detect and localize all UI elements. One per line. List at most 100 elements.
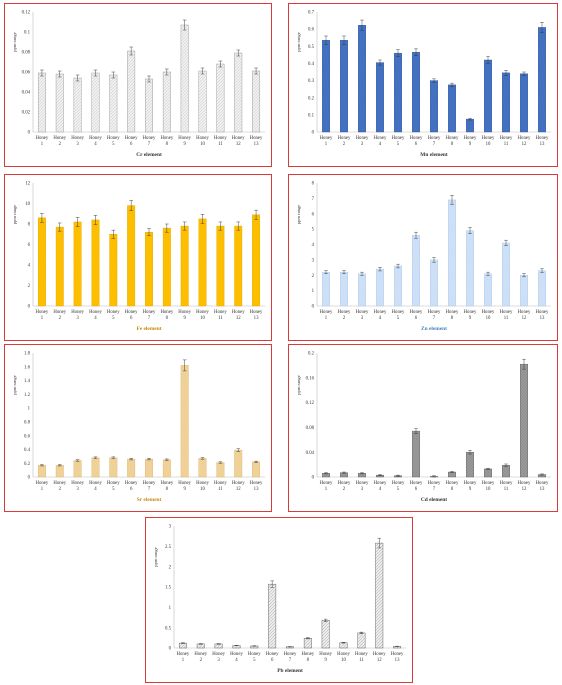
error-bar bbox=[360, 19, 364, 31]
bar bbox=[162, 459, 171, 478]
x-tick-label: Honey 4 bbox=[89, 136, 102, 147]
bar bbox=[127, 458, 136, 478]
y-tick-label: 0.4 bbox=[308, 62, 315, 67]
y-tick-label: 0.16 bbox=[306, 376, 315, 381]
bar bbox=[520, 73, 528, 133]
error-bar bbox=[236, 448, 241, 452]
x-tick-label: Honey 1 bbox=[36, 136, 49, 147]
bar bbox=[55, 73, 64, 133]
cr-chart: 0 0.02 0.04 0.06 0.08 0.1 0.12 ppm range Honey 1 H… bbox=[12, 11, 265, 158]
x-tick-label: Honey 3 bbox=[212, 652, 225, 663]
y-tick-label: 12 bbox=[25, 182, 30, 187]
y-tick-label: 0.2 bbox=[308, 96, 315, 101]
bar bbox=[321, 620, 330, 649]
y-tick-label: 0.06 bbox=[22, 71, 31, 76]
x-tick-label: Honey 8 bbox=[446, 136, 459, 147]
x-tick-label: Honey 7 bbox=[143, 136, 156, 147]
x-tick-label: Honey 13 bbox=[536, 310, 549, 321]
error-bar bbox=[254, 209, 258, 220]
bar bbox=[466, 451, 474, 478]
x-tick-label: Honey 3 bbox=[71, 310, 84, 321]
x-axis-label: Cr element bbox=[136, 152, 162, 158]
bar bbox=[37, 72, 46, 133]
y-tick-label: 6 bbox=[28, 243, 31, 248]
error-bar bbox=[486, 468, 490, 470]
bar bbox=[322, 40, 330, 133]
x-tick-label: Honey 4 bbox=[374, 136, 387, 147]
x-tick-label: Honey 6 bbox=[410, 136, 423, 147]
fe-chart: 0 2 4 6 8 10 12 ppm range Honey 1 Honey 2 Honey 3 Hone… bbox=[12, 182, 265, 332]
bar bbox=[198, 218, 207, 307]
error-bar bbox=[165, 458, 169, 461]
y-tick-label: 0.12 bbox=[22, 11, 31, 16]
x-axis-label: Zn element bbox=[421, 326, 447, 332]
bar bbox=[127, 205, 136, 307]
x-tick-label: Honey 6 bbox=[125, 481, 138, 492]
bar bbox=[412, 52, 420, 133]
x-tick-label: Honey 3 bbox=[356, 136, 369, 147]
bar bbox=[358, 25, 366, 133]
x-tick-label: Honey 3 bbox=[356, 310, 369, 321]
y-axis-label: ppm range bbox=[153, 547, 158, 567]
bar bbox=[252, 214, 261, 307]
y-tick-label: 0.5 bbox=[165, 626, 172, 631]
error-bar bbox=[540, 473, 544, 476]
error-bar bbox=[181, 642, 185, 644]
error-bar bbox=[432, 78, 436, 83]
error-bar bbox=[111, 229, 116, 239]
error-bar bbox=[396, 263, 400, 269]
bar bbox=[178, 642, 187, 649]
bar bbox=[180, 24, 189, 133]
bar bbox=[198, 458, 207, 478]
y-tick-label: 0.12 bbox=[306, 401, 315, 406]
bar bbox=[252, 461, 261, 478]
y-tick-label: 0.7 bbox=[308, 11, 315, 16]
error-bar bbox=[359, 631, 364, 634]
bar bbox=[339, 642, 348, 649]
y-axis-label: ppm range bbox=[296, 32, 301, 52]
error-bar bbox=[200, 457, 205, 460]
y-tick-label: 0.04 bbox=[22, 91, 31, 96]
bar bbox=[109, 74, 118, 133]
y-tick-label: 2.5 bbox=[165, 545, 172, 550]
error-bar bbox=[324, 35, 328, 45]
y-tick-label: 0.4 bbox=[24, 448, 31, 453]
bar bbox=[234, 449, 243, 478]
bar bbox=[502, 465, 510, 478]
bar bbox=[357, 632, 366, 649]
x-tick-label: Honey 8 bbox=[446, 310, 459, 321]
error-bar bbox=[57, 222, 62, 232]
error-bar bbox=[182, 359, 187, 372]
error-bar bbox=[396, 474, 400, 477]
error-bar bbox=[342, 471, 346, 474]
y-tick-label: 3 bbox=[312, 258, 315, 263]
error-bar bbox=[360, 472, 364, 475]
x-tick-label: Honey 9 bbox=[464, 310, 477, 321]
x-axis-label: Cd element bbox=[421, 497, 447, 503]
cd-chart: 0 0.04 0.08 0.12 0.16 0.2 ppm range Honey 1 Honey… bbox=[296, 352, 551, 503]
x-tick-label: Honey 3 bbox=[71, 481, 84, 492]
y-tick-label: 1.4 bbox=[24, 379, 31, 384]
error-bar bbox=[378, 267, 382, 272]
bar bbox=[340, 271, 348, 307]
x-tick-label: Honey 2 bbox=[338, 310, 351, 321]
bar bbox=[268, 583, 277, 649]
y-tick-label: 0 bbox=[312, 305, 315, 310]
error-bar bbox=[396, 49, 400, 57]
error-bar bbox=[414, 231, 418, 239]
x-tick-label: Honey 6 bbox=[410, 310, 423, 321]
error-bar bbox=[414, 48, 418, 56]
x-tick-label: Honey 11 bbox=[500, 310, 513, 321]
x-tick-label: Honey 1 bbox=[320, 310, 333, 321]
bar bbox=[216, 225, 225, 307]
error-bar bbox=[40, 464, 44, 467]
error-bar bbox=[324, 270, 328, 274]
bar bbox=[502, 72, 510, 133]
x-tick-label: Honey 5 bbox=[392, 310, 405, 321]
error-bar bbox=[450, 82, 454, 87]
sr-chart-panel: 0 0.2 0.4 0.6 0.8 1 1.2 1.4 1.6 1.8 ppm range Honey… bbox=[4, 344, 272, 512]
y-tick-label: 1.2 bbox=[24, 393, 31, 398]
y-tick-label: 0.02 bbox=[22, 111, 31, 116]
x-tick-label: Honey 10 bbox=[482, 310, 495, 321]
bar bbox=[145, 458, 153, 478]
